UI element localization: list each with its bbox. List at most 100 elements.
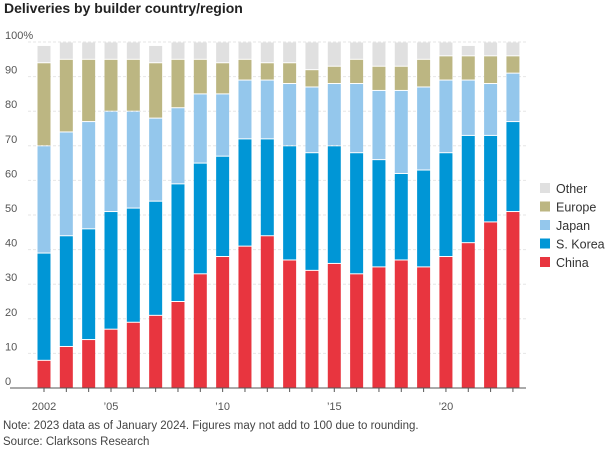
bar-segment-other-2009	[193, 42, 207, 59]
bar-segment-s-korea-2012	[260, 139, 274, 236]
bar-segment-s-korea-2020	[439, 153, 453, 257]
bar-segment-china-2003	[59, 346, 73, 388]
bar-segment-china-2018	[394, 260, 408, 388]
chart-note: Note: 2023 data as of January 2024. Figu…	[3, 420, 419, 432]
bar-segment-europe-2004	[82, 59, 96, 122]
bar-segment-europe-2009	[193, 59, 207, 94]
bar-segment-japan-2013	[283, 84, 297, 146]
y-tick-label: 80	[5, 99, 17, 111]
bar-segment-europe-2005	[104, 59, 118, 111]
bar-segment-europe-2019	[417, 59, 431, 87]
bar-segment-europe-2023	[506, 56, 520, 73]
y-tick-label: 30	[5, 272, 17, 284]
bar-segment-china-2020	[439, 257, 453, 388]
x-tick-label: ’05	[104, 401, 119, 413]
bar-segment-europe-2008	[171, 59, 185, 108]
bar-segment-other-2005	[104, 42, 118, 59]
y-tick-label: 70	[5, 134, 17, 146]
bar-segment-china-2019	[417, 267, 431, 388]
bar-segment-japan-2002	[37, 146, 51, 253]
x-tick-label: ’10	[215, 401, 230, 413]
bar-segment-europe-2015	[327, 66, 341, 84]
bar-segment-japan-2021	[461, 80, 475, 135]
bar-segment-japan-2019	[417, 87, 431, 170]
bar-segment-s-korea-2010	[216, 156, 230, 257]
bar-segment-japan-2023	[506, 73, 520, 122]
bar-segment-other-2016	[350, 42, 364, 59]
bar-segment-s-korea-2018	[394, 173, 408, 260]
bar-segment-japan-2022	[484, 84, 498, 135]
bar-segment-china-2014	[305, 270, 319, 388]
bar-segment-s-korea-2004	[82, 229, 96, 340]
bar-segment-europe-2006	[126, 59, 140, 111]
bar-segment-s-korea-2015	[327, 146, 341, 263]
bar-segment-japan-2017	[372, 90, 386, 160]
bar-segment-japan-2008	[171, 108, 185, 184]
bar-segment-china-2011	[238, 246, 252, 388]
bar-segment-other-2003	[59, 42, 73, 59]
bar-segment-japan-2012	[260, 80, 274, 139]
bar-segment-s-korea-2016	[350, 153, 364, 274]
bar-segment-s-korea-2003	[59, 236, 73, 346]
bar-segment-europe-2013	[283, 63, 297, 84]
bar-segment-europe-2020	[439, 56, 453, 80]
bar-segment-china-2010	[216, 257, 230, 388]
y-tick-label: 50	[5, 203, 17, 215]
bar-segment-s-korea-2023	[506, 122, 520, 212]
bar-segment-japan-2007	[149, 118, 163, 201]
legend-swatch-s-korea	[540, 238, 550, 249]
bar-segment-s-korea-2002	[37, 253, 51, 360]
bar-segment-other-2022	[484, 42, 498, 56]
bar-segment-europe-2017	[372, 66, 386, 90]
bar-segment-s-korea-2022	[484, 135, 498, 222]
bar-segment-japan-2020	[439, 80, 453, 153]
bar-segment-europe-2010	[216, 63, 230, 94]
bar-segment-other-2004	[82, 42, 96, 59]
legend-swatch-china	[540, 257, 550, 267]
bar-segment-china-2016	[350, 274, 364, 388]
y-tick-label: 0	[5, 376, 11, 388]
y-tick-label: 20	[5, 307, 17, 319]
bar-segment-other-2006	[126, 42, 140, 59]
bar-segment-japan-2015	[327, 84, 341, 146]
bar-segment-europe-2003	[59, 59, 73, 132]
bar-segment-other-2017	[372, 42, 386, 66]
bar-segment-other-2011	[238, 42, 252, 59]
bar-segment-china-2002	[37, 360, 51, 388]
bar-segment-s-korea-2011	[238, 139, 252, 246]
bar-segment-japan-2014	[305, 87, 319, 153]
bar-segment-europe-2007	[149, 63, 163, 118]
bar-segment-europe-2022	[484, 56, 498, 84]
bar-segment-s-korea-2021	[461, 135, 475, 243]
legend-label: China	[556, 256, 589, 270]
bar-segment-china-2008	[171, 302, 185, 388]
bar-segment-europe-2002	[37, 63, 51, 146]
bar-segment-other-2008	[171, 42, 185, 59]
y-tick-label: 90	[5, 65, 17, 77]
bar-segment-europe-2018	[394, 66, 408, 90]
chart-source: Source: Clarksons Research	[3, 436, 150, 448]
y-tick-label: 60	[5, 168, 17, 180]
bar-segment-china-2017	[372, 267, 386, 388]
legend-label: S. Korea	[556, 238, 605, 252]
bar-segment-japan-2005	[104, 111, 118, 212]
bar-segment-s-korea-2009	[193, 163, 207, 274]
bar-segment-japan-2009	[193, 94, 207, 163]
bar-segment-other-2023	[506, 42, 520, 56]
bar-segment-s-korea-2017	[372, 160, 386, 267]
bar-segment-other-2013	[283, 42, 297, 63]
y-tick-label: 100%	[5, 30, 33, 42]
bar-segment-s-korea-2005	[104, 212, 118, 329]
bar-segment-china-2022	[484, 222, 498, 388]
x-tick-label: ’15	[327, 401, 342, 413]
bar-segment-japan-2016	[350, 84, 364, 153]
bar-segment-europe-2012	[260, 63, 274, 80]
bar-segment-s-korea-2014	[305, 153, 319, 270]
legend-label: Europe	[556, 201, 596, 215]
bar-segment-japan-2006	[126, 111, 140, 208]
legend-swatch-europe	[540, 201, 550, 212]
bar-segment-europe-2011	[238, 59, 252, 80]
bar-segment-europe-2021	[461, 56, 475, 80]
chart-title: Deliveries by builder country/region	[4, 0, 243, 16]
